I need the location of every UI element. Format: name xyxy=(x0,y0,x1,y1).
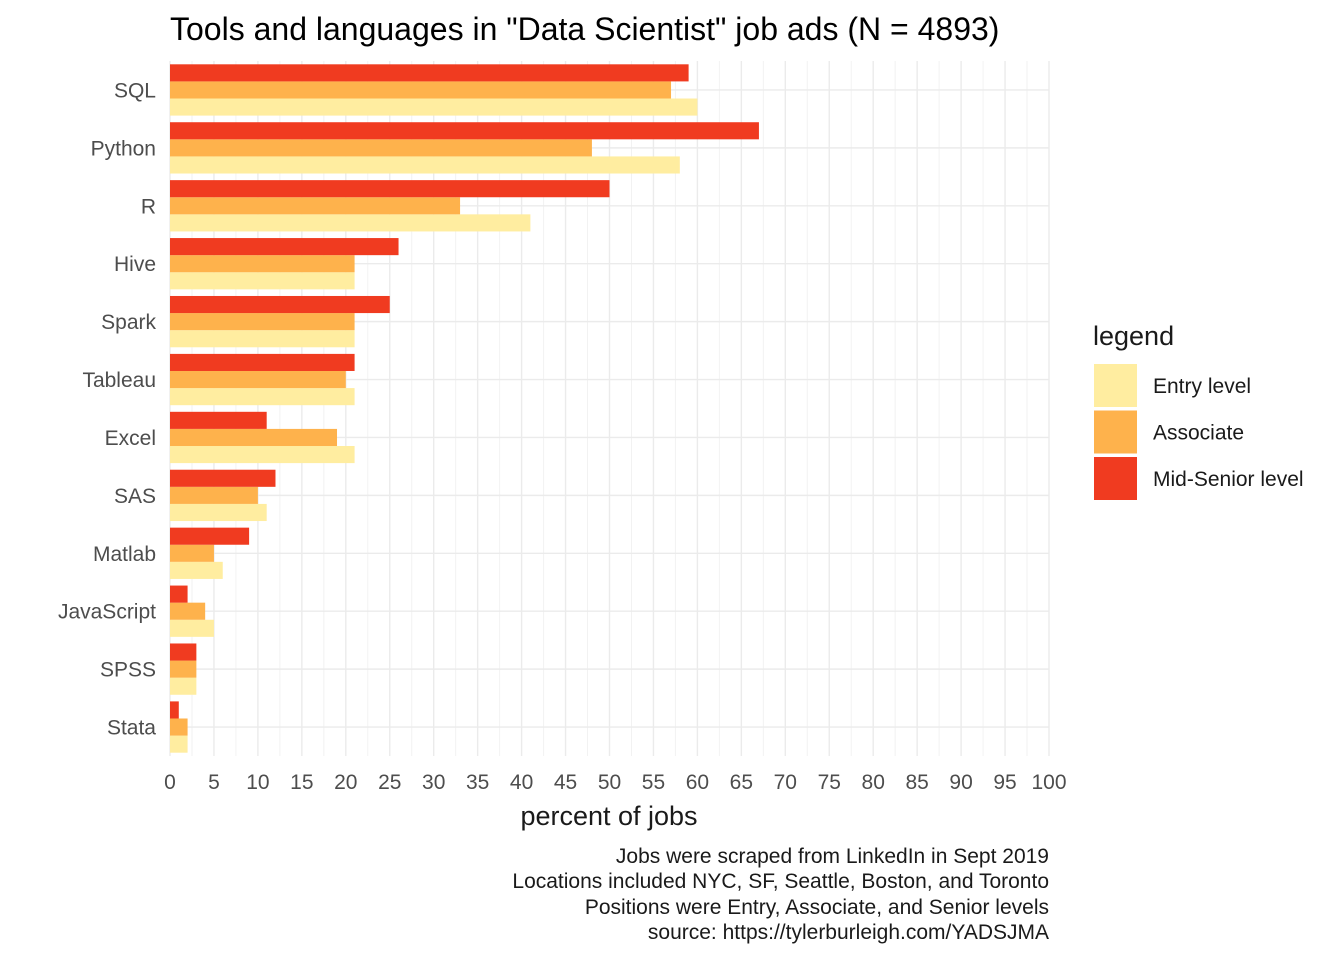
x-tick-label: 65 xyxy=(730,771,753,794)
bar-mid-senior-level-spss: SPSS — Mid-Senior level: 3 xyxy=(170,643,197,661)
bar-associate-python: Python — Associate: 48 xyxy=(170,139,592,157)
bar-mid-senior-level-hive: Hive — Mid-Senior level: 26 xyxy=(170,238,399,256)
legend-label: Entry level xyxy=(1153,375,1251,398)
y-tick-label: Spark xyxy=(101,311,156,334)
bar-mid-senior-level-matlab: Matlab — Mid-Senior level: 9 xyxy=(170,527,250,545)
y-tick-label: SPSS xyxy=(100,659,156,682)
x-tick-label: 0 xyxy=(164,771,176,794)
y-axis-tick-labels: SQL Python R Hive Spark Tableau Excel SAS Matlab… xyxy=(58,79,157,739)
x-tick-label: 5 xyxy=(208,771,220,794)
x-tick-label: 45 xyxy=(554,771,577,794)
legend-key xyxy=(1094,410,1137,454)
bar-mid-senior-level-spark: Spark — Mid-Senior level: 25 xyxy=(170,295,390,314)
y-tick-label: R xyxy=(141,195,156,218)
y-tick-label: Stata xyxy=(107,717,156,740)
chart-title: Tools and languages in "Data Scientist" … xyxy=(170,11,999,47)
legend-items: Entry level Associate Mid-Senior level xyxy=(1094,364,1304,500)
y-tick-label: Matlab xyxy=(93,543,156,566)
x-tick-label: 85 xyxy=(905,771,928,794)
x-tick-label: 15 xyxy=(290,771,313,794)
bar-mid-senior-level-javascript: JavaScript — Mid-Senior level: 2 xyxy=(170,585,188,603)
bar-associate-javascript: JavaScript — Associate: 4 xyxy=(170,602,206,620)
x-tick-label: 60 xyxy=(686,771,709,794)
bar-mid-senior-level-sas: SAS — Mid-Senior level: 12 xyxy=(170,469,276,487)
legend-key xyxy=(1094,457,1137,500)
bar-mid-senior-level-excel: Excel — Mid-Senior level: 11 xyxy=(170,411,267,429)
bar-associate-stata: Stata — Associate: 2 xyxy=(170,718,188,736)
bar-entry-level-tableau: Tableau — Entry level: 21 xyxy=(170,388,355,406)
x-tick-label: 30 xyxy=(422,771,445,794)
caption-line-2: Locations included NYC, SF, Seattle, Bos… xyxy=(512,870,1049,893)
bar-mid-senior-level-r: R — Mid-Senior level: 50 xyxy=(170,180,610,198)
x-tick-label: 75 xyxy=(818,771,841,794)
bar-entry-level-r: R — Entry level: 41 xyxy=(170,214,531,232)
bar-entry-level-excel: Excel — Entry level: 21 xyxy=(170,446,355,464)
y-tick-label: JavaScript xyxy=(58,601,156,624)
caption-line-4: source: https://tylerburleigh.com/YADSJM… xyxy=(647,921,1049,944)
bar-entry-level-javascript: JavaScript — Entry level: 5 xyxy=(170,619,214,637)
bar-associate-sas: SAS — Associate: 10 xyxy=(170,486,258,504)
legend-label: Mid-Senior level xyxy=(1153,468,1304,491)
bar-mid-senior-level-sql: SQL — Mid-Senior level: 59 xyxy=(170,64,689,82)
bar-entry-level-spss: SPSS — Entry level: 3 xyxy=(170,677,197,695)
bar-mid-senior-level-tableau: Tableau — Mid-Senior level: 21 xyxy=(170,353,355,371)
bar-associate-hive: Hive — Associate: 21 xyxy=(170,255,355,273)
x-tick-label: 100 xyxy=(1031,771,1066,794)
y-tick-label: Hive xyxy=(114,253,156,276)
x-tick-label: 80 xyxy=(862,771,885,794)
y-tick-label: SAS xyxy=(114,485,156,508)
bar-associate-sql: SQL — Associate: 57 xyxy=(170,81,672,99)
bar-associate-matlab: Matlab — Associate: 5 xyxy=(170,544,214,562)
bar-entry-level-stata: Stata — Entry level: 2 xyxy=(170,735,188,753)
x-tick-label: 90 xyxy=(949,771,972,794)
x-tick-label: 25 xyxy=(378,771,401,794)
bar-entry-level-hive: Hive — Entry level: 21 xyxy=(170,272,355,290)
bar-entry-level-spark: Spark — Entry level: 21 xyxy=(170,330,355,348)
bar-associate-spark: Spark — Associate: 21 xyxy=(170,313,355,331)
x-tick-label: 95 xyxy=(993,771,1016,794)
x-tick-label: 50 xyxy=(598,771,621,794)
legend-title: legend xyxy=(1093,321,1174,351)
caption-line-1: Jobs were scraped from LinkedIn in Sept … xyxy=(615,845,1049,868)
x-tick-label: 20 xyxy=(334,771,357,794)
x-tick-label: 55 xyxy=(642,771,665,794)
x-tick-label: 35 xyxy=(466,771,489,794)
bar-entry-level-sas: SAS — Entry level: 11 xyxy=(170,503,267,522)
bar-entry-level-sql: SQL — Entry level: 60 xyxy=(170,98,698,116)
x-tick-label: 70 xyxy=(774,771,797,794)
legend-label: Associate xyxy=(1153,422,1244,445)
x-tick-label: 10 xyxy=(246,771,269,794)
bar-associate-r: R — Associate: 33 xyxy=(170,197,461,215)
y-tick-label: SQL xyxy=(114,79,156,102)
y-tick-label: Python xyxy=(91,137,156,160)
y-tick-label: Excel xyxy=(105,427,156,450)
y-tick-label: Tableau xyxy=(82,369,156,392)
legend-key xyxy=(1094,364,1137,407)
bar-associate-excel: Excel — Associate: 19 xyxy=(170,428,338,447)
bar-mid-senior-level-stata: Stata — Mid-Senior level: 1 xyxy=(170,701,179,719)
x-tick-label: 40 xyxy=(510,771,533,794)
x-axis-label: percent of jobs xyxy=(520,801,697,831)
grid xyxy=(169,61,1050,756)
bar-associate-tableau: Tableau — Associate: 20 xyxy=(170,370,346,389)
bar-associate-spss: SPSS — Associate: 3 xyxy=(170,660,197,678)
caption-line-3: Positions were Entry, Associate, and Sen… xyxy=(584,896,1049,919)
legend: legend Entry level Associate Mid-Senior le… xyxy=(1093,321,1304,500)
x-axis-tick-labels: 0 5 10 15 20 25 30 35 40 45 50 55 60 65 70 75 80 85 90 95 10… xyxy=(164,771,1066,794)
bar-mid-senior-level-python: Python — Mid-Senior level: 67 xyxy=(170,122,759,140)
bars: SQL — Entry level: 60SQL — Associate: 57… xyxy=(170,64,759,753)
bar-entry-level-matlab: Matlab — Entry level: 6 xyxy=(170,561,223,579)
bar-entry-level-python: Python — Entry level: 58 xyxy=(170,156,680,174)
